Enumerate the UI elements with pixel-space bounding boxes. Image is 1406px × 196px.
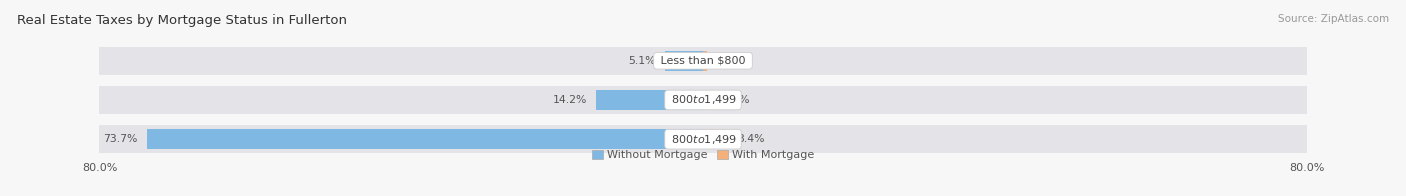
Bar (703, 51, 707, 71)
Text: 3.4%: 3.4% (738, 134, 765, 144)
Bar (703, 129, 728, 149)
Text: Real Estate Taxes by Mortgage Status in Fullerton: Real Estate Taxes by Mortgage Status in … (17, 14, 347, 27)
Bar (100, 125, 1306, 153)
Legend: Without Mortgage, With Mortgage: Without Mortgage, With Mortgage (588, 146, 818, 165)
Bar (148, 129, 703, 149)
Bar (703, 90, 714, 110)
Text: $800 to $1,499: $800 to $1,499 (668, 93, 738, 106)
Text: Source: ZipAtlas.com: Source: ZipAtlas.com (1278, 14, 1389, 24)
Text: Less than $800: Less than $800 (657, 56, 749, 66)
Text: 14.2%: 14.2% (553, 95, 586, 105)
Bar (665, 51, 703, 71)
Text: $800 to $1,499: $800 to $1,499 (668, 133, 738, 146)
Bar (100, 86, 1306, 114)
Bar (596, 90, 703, 110)
Bar (100, 47, 1306, 75)
Text: 1.4%: 1.4% (723, 95, 751, 105)
Text: 5.1%: 5.1% (628, 56, 655, 66)
Text: 73.7%: 73.7% (104, 134, 138, 144)
Text: 0.56%: 0.56% (716, 56, 751, 66)
